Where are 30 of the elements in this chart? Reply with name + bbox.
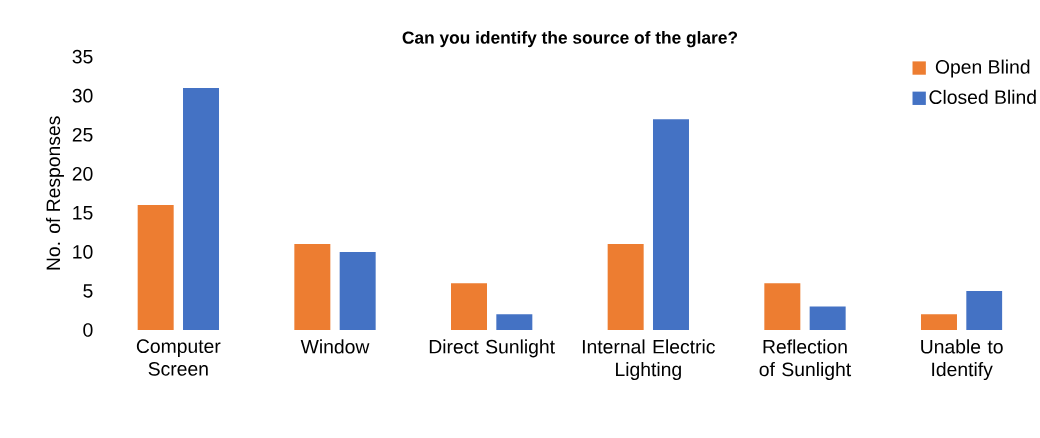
- x-tick-label: Direct Sunlight: [429, 339, 555, 358]
- chart-title: Can you identify the source of the glare?: [402, 31, 738, 48]
- bar: [607, 244, 644, 330]
- y-tick-label: 30: [72, 88, 93, 103]
- bar: [183, 87, 220, 330]
- bar: [809, 306, 846, 330]
- y-tick-label: 10: [73, 245, 93, 259]
- y-tick-label: 35: [72, 49, 93, 64]
- x-tick-label: Reflection of Sunlight: [759, 339, 852, 381]
- y-tick-label: 0: [83, 323, 93, 337]
- y-tick-label: 5: [83, 284, 93, 298]
- x-tick-label: Computer Screen: [136, 339, 221, 376]
- y-tick-label: 20: [72, 166, 93, 181]
- y-axis-title: No. of Responses: [45, 116, 64, 270]
- x-tick-label: Internal Electric Lighting: [582, 339, 715, 381]
- bar: [764, 283, 801, 330]
- y-tick-label: 25: [72, 127, 93, 142]
- bar: [966, 290, 1003, 330]
- x-tick-label: Unable to Identify: [921, 339, 1003, 381]
- bar: [653, 119, 689, 330]
- bar: [339, 251, 376, 330]
- y-tick-label: 15: [73, 206, 93, 220]
- bar: [137, 205, 174, 330]
- bar: [496, 314, 533, 330]
- legend-label: Open Blind: [935, 59, 1030, 78]
- x-tick-label: Window: [300, 339, 370, 354]
- bar: [451, 283, 487, 330]
- bar: [294, 244, 331, 330]
- bar: [920, 314, 957, 330]
- legend-label: Closed Blind: [929, 89, 1036, 105]
